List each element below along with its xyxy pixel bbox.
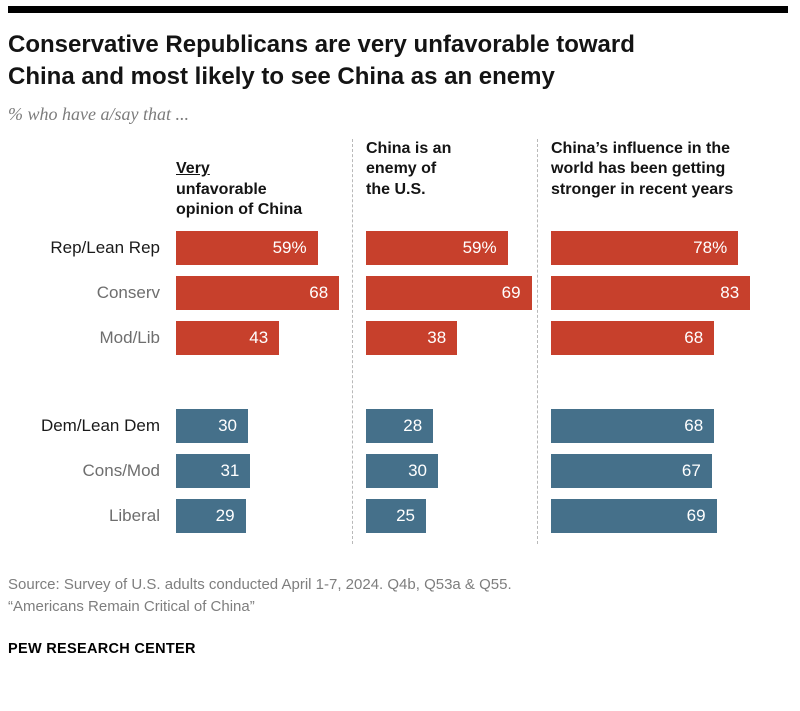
bar: 31 bbox=[176, 453, 251, 488]
bar-value-label: 69 bbox=[686, 505, 706, 525]
bar: 67 bbox=[551, 453, 712, 488]
chart-title: Conservative Republicans are very unfavo… bbox=[8, 31, 635, 91]
bar-value-label: 29 bbox=[215, 505, 235, 525]
bar: 30 bbox=[176, 408, 248, 443]
bar-row: 68 bbox=[551, 320, 790, 355]
labels-header-spacer bbox=[8, 139, 176, 231]
bar-value-label: 25 bbox=[396, 505, 415, 525]
bar-row: 83 bbox=[551, 275, 790, 310]
bar-row: 29 bbox=[176, 498, 352, 533]
bar: 29 bbox=[176, 498, 246, 533]
column-china-influence: China’s influence in the world has been … bbox=[537, 138, 790, 544]
chart-subtitle: % who have a/say that ... bbox=[8, 103, 189, 124]
column-very-unfavorable: Very unfavorable opinion of China 59% 68 43… bbox=[176, 139, 352, 544]
pew-chart-card: Conservative Republicans are very unfavo… bbox=[0, 6, 800, 657]
bar-row: 38 bbox=[366, 320, 537, 355]
bar-chart: Rep/Lean Rep Conserv Mod/Lib Dem/Lean Dem Co… bbox=[8, 138, 790, 544]
bar: 68 bbox=[176, 275, 340, 310]
row-label: Conserv bbox=[96, 282, 160, 302]
bar-row: 78% bbox=[551, 230, 790, 265]
bar-row: 30 bbox=[176, 408, 352, 443]
bar-row: 30 bbox=[366, 453, 537, 488]
bar-value-label: 78% bbox=[693, 237, 728, 257]
bar-row: 31 bbox=[176, 453, 352, 488]
bar-row: 67 bbox=[551, 453, 790, 488]
row-label: Rep/Lean Rep bbox=[50, 237, 160, 257]
bar-row: 69 bbox=[551, 498, 790, 533]
row-labels: Rep/Lean Rep Conserv Mod/Lib Dem/Lean Dem Co… bbox=[8, 139, 176, 544]
pew-research-center-footer: PEW RESEARCH CENTER bbox=[8, 640, 196, 657]
bar: 78% bbox=[551, 230, 739, 265]
row-label: Dem/Lean Dem bbox=[40, 415, 160, 435]
bar-row: 68 bbox=[551, 408, 790, 443]
bar: 59% bbox=[176, 230, 318, 265]
bar-value-label: 68 bbox=[684, 415, 704, 435]
bar: 25 bbox=[366, 498, 426, 533]
bar-value-label: 68 bbox=[684, 327, 704, 347]
bar-row: 25 bbox=[366, 498, 537, 533]
bar-row: 59% bbox=[366, 230, 537, 265]
bar-value-label: 38 bbox=[427, 327, 447, 347]
bar-value-label: 43 bbox=[249, 327, 269, 347]
bar: 69 bbox=[366, 275, 532, 310]
bar-row: 68 bbox=[176, 275, 352, 310]
bar: 83 bbox=[551, 275, 751, 310]
underlined-word: Very bbox=[176, 160, 210, 178]
bar: 28 bbox=[366, 408, 434, 443]
bar-row: 28 bbox=[366, 408, 537, 443]
top-rule bbox=[8, 6, 788, 13]
bar-value-label: 67 bbox=[681, 460, 701, 480]
bar-row: 43 bbox=[176, 320, 352, 355]
bar-value-label: 28 bbox=[403, 415, 423, 435]
bar-value-label: 59% bbox=[272, 237, 307, 257]
bar: 30 bbox=[366, 453, 438, 488]
bar-row: 59% bbox=[176, 230, 352, 265]
bar: 68 bbox=[551, 408, 715, 443]
source-note: Source: Survey of U.S. adults conducted … bbox=[8, 575, 512, 616]
column-china-enemy: China is an enemy of the U.S. 59% 69 38 28 3… bbox=[352, 138, 537, 544]
bar: 69 bbox=[551, 498, 717, 533]
bar-value-label: 31 bbox=[220, 460, 240, 480]
bar: 43 bbox=[176, 320, 280, 355]
row-label: Mod/Lib bbox=[99, 327, 160, 347]
bar: 68 bbox=[551, 320, 715, 355]
bar-value-label: 68 bbox=[309, 282, 329, 302]
bar: 59% bbox=[366, 230, 508, 265]
bar-value-label: 69 bbox=[501, 282, 521, 302]
bars-very-unfavorable: 59% 68 43 30 31 29 bbox=[176, 230, 352, 533]
bar-value-label: 30 bbox=[408, 460, 427, 480]
bar-value-label: 83 bbox=[720, 282, 740, 302]
row-label: Cons/Mod bbox=[82, 460, 160, 480]
bars-china-influence: 78% 83 68 68 67 69 bbox=[551, 230, 790, 533]
column-header-text: unfavorable opinion of China bbox=[176, 180, 303, 219]
bar-value-label: 59% bbox=[462, 237, 497, 257]
column-header-very-unfavorable: Very unfavorable opinion of China bbox=[176, 139, 331, 231]
bar: 38 bbox=[366, 320, 458, 355]
column-header-china-enemy: China is an enemy of the U.S. bbox=[366, 139, 452, 198]
column-header-china-influence: China’s influence in the world has been … bbox=[551, 139, 734, 198]
bar-value-label: 30 bbox=[218, 415, 237, 435]
row-label: Liberal bbox=[108, 505, 160, 525]
bars-china-enemy: 59% 69 38 28 30 25 bbox=[366, 230, 537, 533]
bar-row: 69 bbox=[366, 275, 537, 310]
